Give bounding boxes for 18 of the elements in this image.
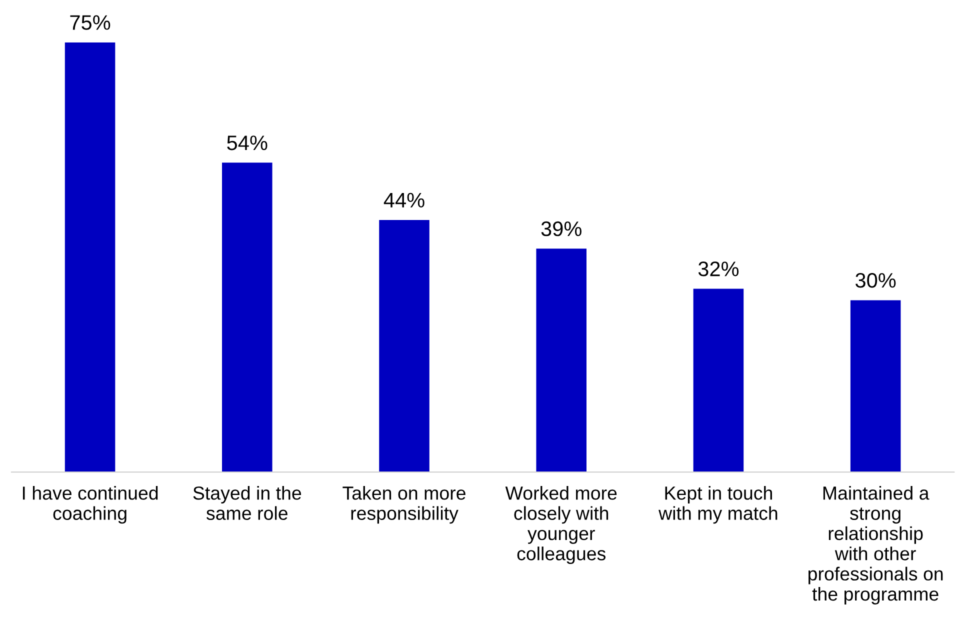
data-label: 32% bbox=[698, 262, 739, 276]
x-tick-label: Kept in touch with my match bbox=[658, 486, 778, 524]
data-label: 54% bbox=[227, 136, 268, 150]
bar bbox=[64, 42, 116, 472]
x-tick-label: I have continued coaching bbox=[22, 486, 158, 524]
bar bbox=[536, 248, 586, 472]
bar bbox=[379, 220, 430, 472]
x-tick-label: Maintained a strong relationship with other professionals on the programme bbox=[808, 486, 943, 604]
data-label: 44% bbox=[384, 192, 424, 208]
x-tick-label: Stayed in the same role bbox=[193, 486, 302, 520]
bar bbox=[222, 162, 272, 472]
data-label: 30% bbox=[856, 272, 896, 288]
data-label: 75% bbox=[70, 15, 110, 30]
data-label: 39% bbox=[541, 221, 582, 236]
x-tick-label: Taken on more responsibility bbox=[342, 486, 466, 524]
x-tick-label: Worked more closely with younger colleagues bbox=[505, 486, 617, 564]
bar bbox=[850, 300, 901, 472]
bar bbox=[693, 288, 744, 472]
